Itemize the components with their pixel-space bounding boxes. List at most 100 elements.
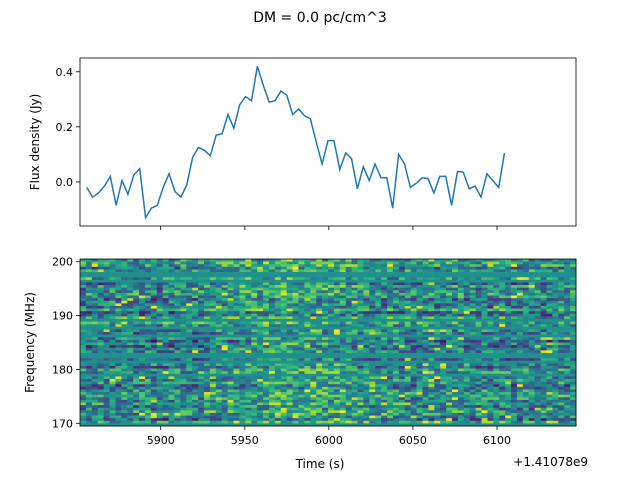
heatmap-cell	[440, 334, 447, 338]
heatmap-cell	[251, 319, 258, 322]
heatmap-cell	[516, 300, 524, 304]
heatmap-cell	[452, 266, 459, 270]
heatmap-cell	[446, 269, 453, 273]
heatmap-cell	[245, 311, 252, 315]
heatmap-cell	[209, 300, 217, 304]
heatmap-cell	[233, 334, 240, 338]
heatmap-cell	[180, 384, 187, 388]
heatmap-cell	[552, 373, 559, 377]
heatmap-cell	[440, 342, 447, 346]
heatmap-cell	[404, 303, 412, 307]
heatmap-cell	[558, 316, 565, 320]
heatmap-cell	[121, 277, 128, 281]
heatmap-cell	[304, 352, 311, 356]
heatmap-cell	[564, 321, 571, 325]
heatmap-cell	[115, 261, 122, 265]
heatmap-cell	[239, 384, 246, 388]
heatmap-cell	[487, 363, 494, 367]
heatmap-cell	[139, 308, 146, 312]
heatmap-cell	[351, 337, 358, 341]
heatmap-cell	[304, 290, 311, 294]
heatmap-cell	[392, 358, 400, 362]
heatmap-cell	[85, 259, 93, 262]
heatmap-cell	[174, 326, 181, 330]
heatmap-cell	[233, 274, 240, 278]
heatmap-cell	[398, 394, 406, 398]
heatmap-cell	[227, 384, 234, 388]
heatmap-cell	[422, 277, 429, 281]
heatmap-cell	[369, 352, 376, 356]
heatmap-cell	[440, 264, 447, 268]
heatmap-cell	[115, 363, 122, 367]
heatmap-cell	[174, 363, 181, 367]
heatmap-cell	[375, 339, 382, 343]
heatmap-cell	[310, 261, 317, 265]
heatmap-cell	[481, 407, 488, 411]
heatmap-cell	[339, 371, 347, 375]
heatmap-cell	[150, 345, 158, 349]
heatmap-cell	[416, 279, 423, 283]
heatmap-cell	[274, 319, 282, 322]
heatmap-cell	[540, 345, 547, 349]
heatmap-cell	[463, 264, 471, 268]
heatmap-cell	[239, 381, 246, 385]
heatmap-cell	[564, 311, 571, 315]
heatmap-cell	[369, 282, 376, 286]
heatmap-cell	[316, 339, 323, 343]
heatmap-cell	[375, 368, 382, 372]
heatmap-cell	[121, 316, 128, 320]
heatmap-cell	[475, 319, 482, 322]
heatmap-cell	[121, 392, 128, 395]
heatmap-cell	[404, 274, 412, 278]
heatmap-cell	[233, 350, 240, 354]
heatmap-cell	[239, 407, 246, 411]
heatmap-cell	[398, 363, 406, 367]
heatmap-cell	[156, 266, 164, 270]
heatmap-cell	[434, 394, 441, 398]
heatmap-cell	[440, 261, 447, 265]
heatmap-cell	[452, 259, 459, 262]
heatmap-cell	[463, 405, 471, 409]
heatmap-cell	[387, 282, 394, 286]
heatmap-cell	[339, 300, 347, 304]
heatmap-cell	[381, 405, 388, 409]
heatmap-cell	[268, 381, 276, 385]
heatmap-cell	[274, 300, 282, 304]
heatmap-cell	[463, 285, 471, 288]
heatmap-cell	[375, 350, 382, 354]
heatmap-cell	[434, 358, 441, 362]
heatmap-cell	[493, 339, 500, 343]
heatmap-cell	[410, 379, 417, 382]
heatmap-cell	[428, 264, 435, 268]
heatmap-cell	[333, 305, 341, 309]
heatmap-cell	[499, 360, 506, 364]
heatmap-cell	[570, 326, 577, 330]
heatmap-cell	[280, 319, 288, 322]
heatmap-cell	[564, 303, 571, 307]
heatmap-cell	[280, 368, 288, 372]
heatmap-cell	[227, 347, 234, 351]
heatmap-cell	[192, 334, 199, 338]
heatmap-cell	[339, 389, 347, 393]
heatmap-cell	[528, 279, 536, 283]
heatmap-cell	[127, 379, 134, 382]
heatmap-cell	[475, 269, 482, 273]
heatmap-cell	[428, 305, 435, 309]
heatmap-cell	[570, 405, 577, 409]
heatmap-cell	[570, 269, 577, 273]
heatmap-cell	[274, 311, 282, 315]
heatmap-cell	[469, 410, 477, 414]
heatmap-cell	[204, 287, 211, 291]
heatmap-cell	[534, 405, 541, 409]
heatmap-cell	[339, 292, 347, 296]
heatmap-cell	[221, 386, 229, 390]
heatmap-cell	[280, 285, 288, 288]
heatmap-cell	[316, 277, 323, 281]
heatmap-cell	[198, 373, 205, 377]
heatmap-cell	[239, 410, 246, 414]
heatmap-cell	[91, 339, 99, 343]
heatmap-cell	[239, 290, 246, 294]
heatmap-cell	[257, 371, 264, 375]
heatmap-cell	[333, 321, 341, 325]
heatmap-cell	[162, 329, 169, 333]
